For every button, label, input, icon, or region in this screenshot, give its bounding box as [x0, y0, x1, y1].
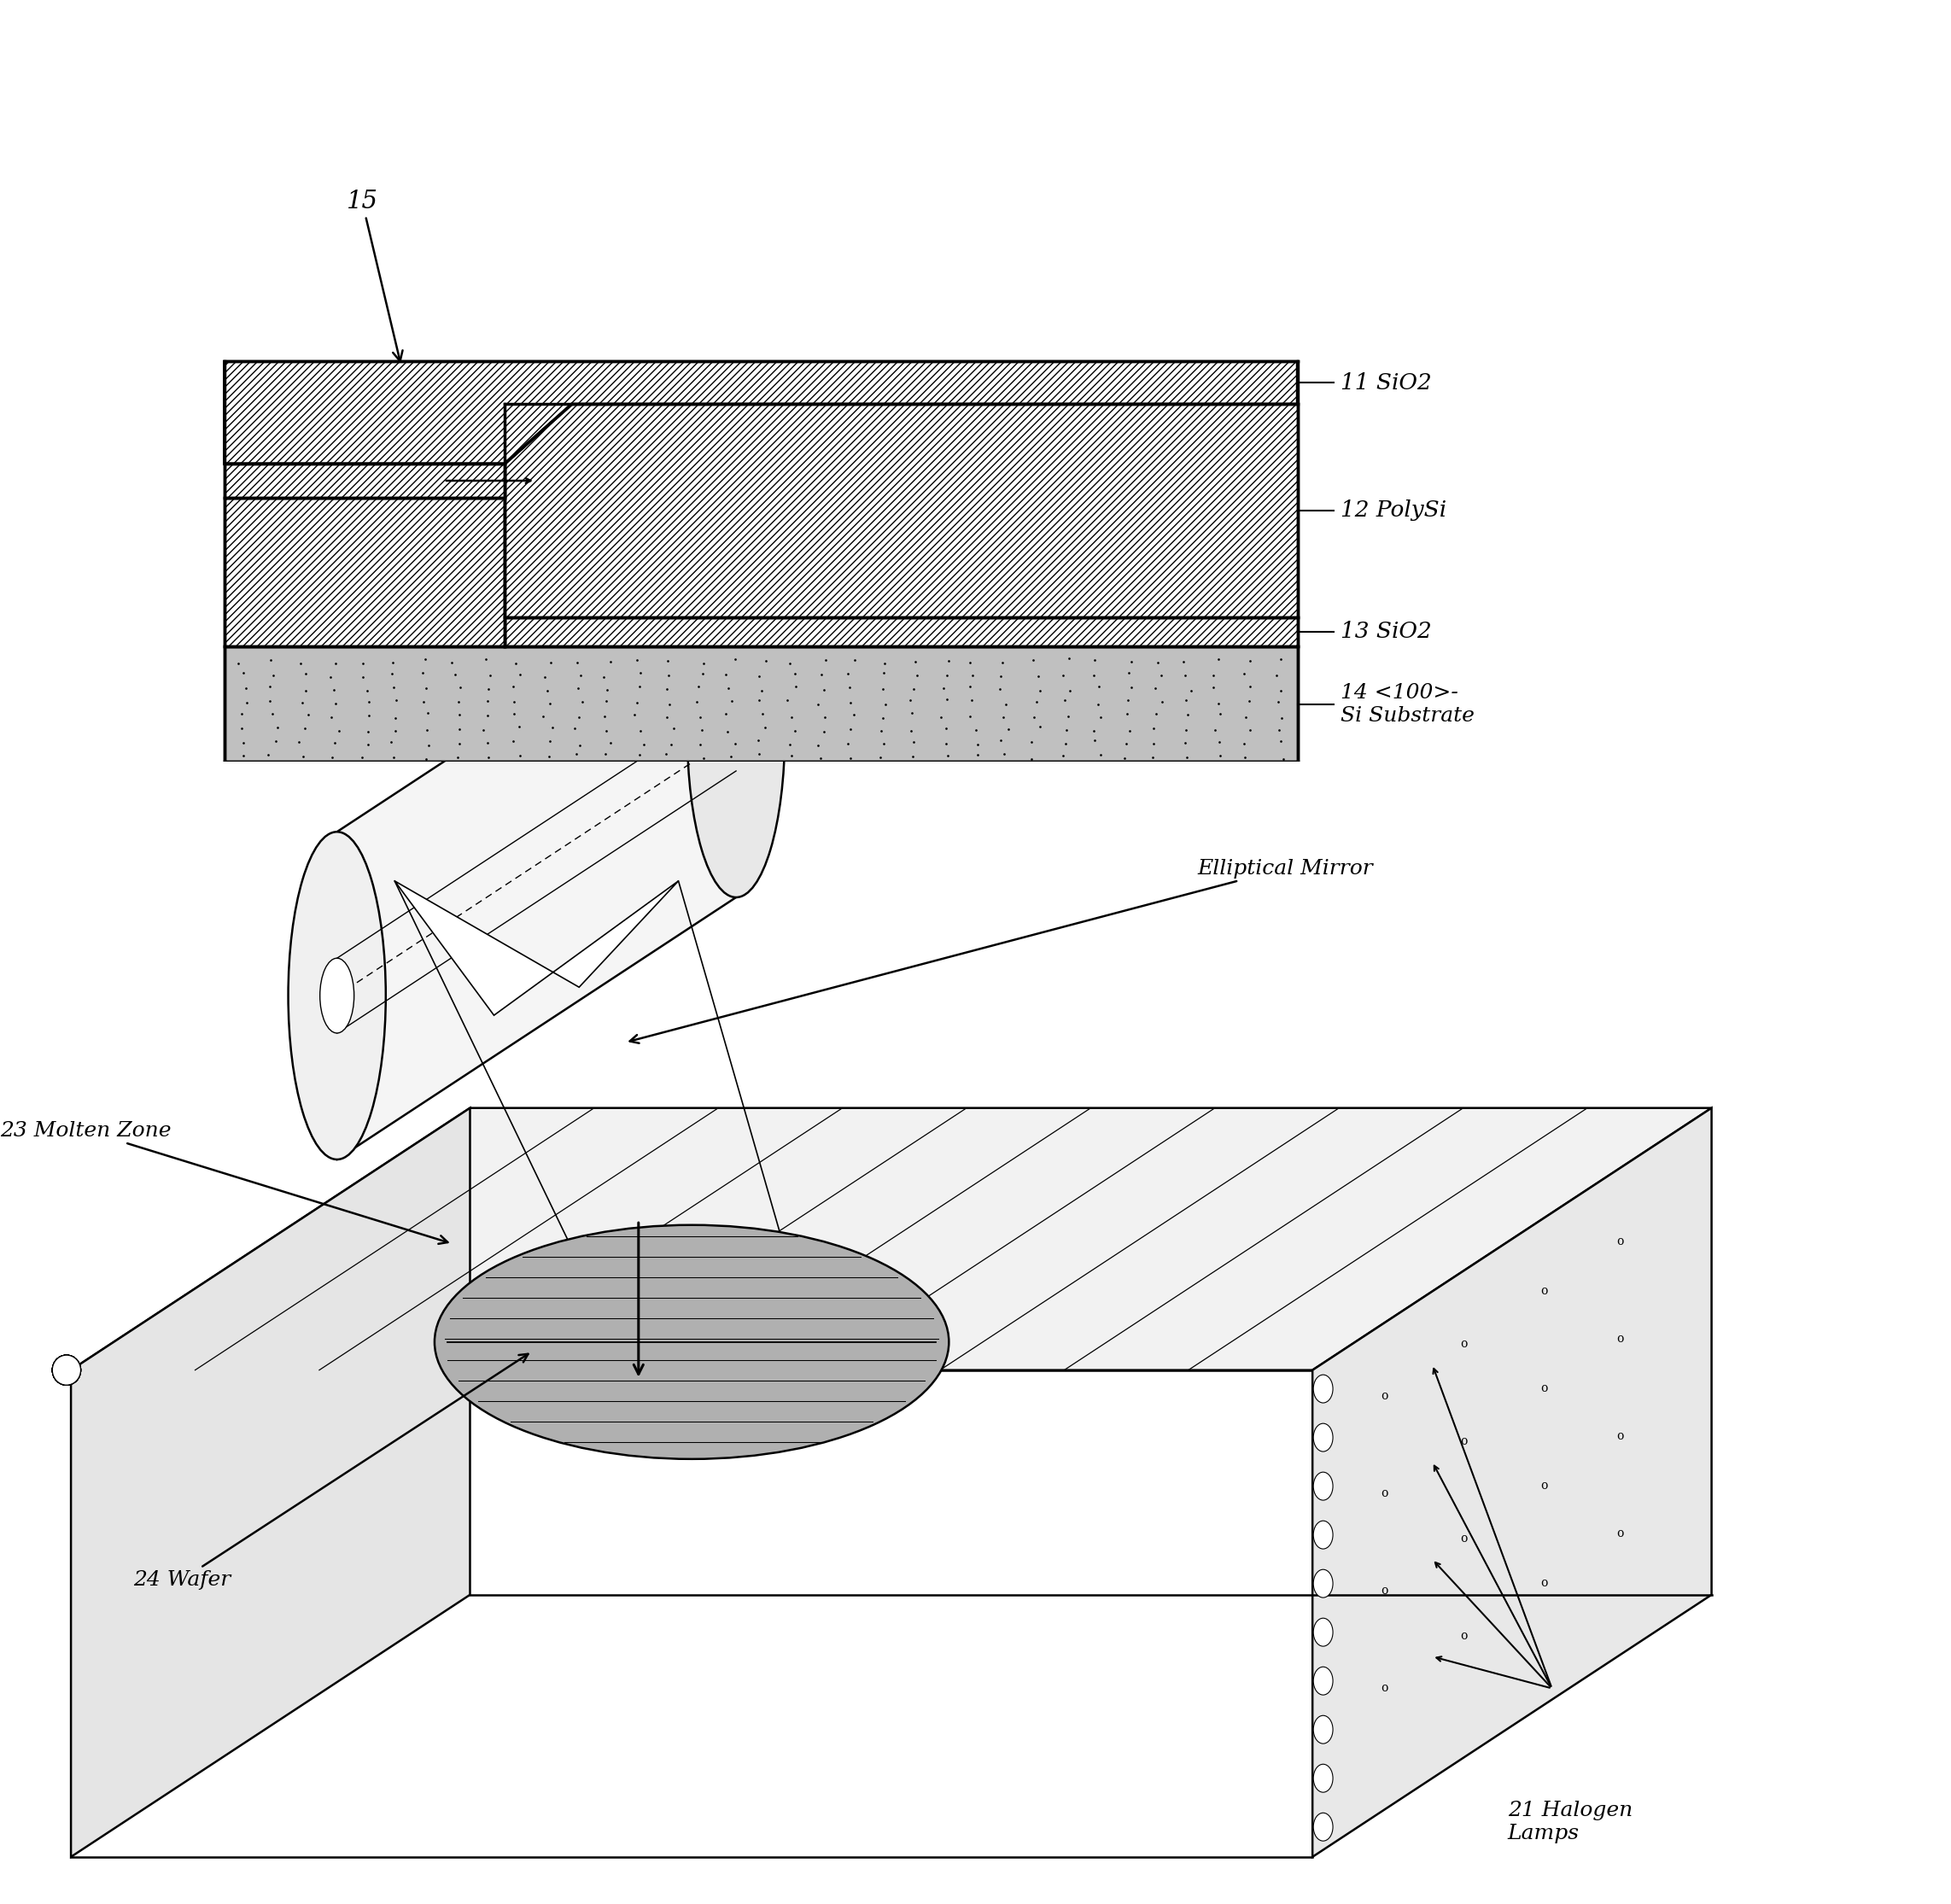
Text: 21 Halogen
Lamps: 21 Halogen Lamps: [1508, 1801, 1633, 1843]
Text: o: o: [1381, 1390, 1387, 1401]
Text: 11 SiO2: 11 SiO2: [1340, 371, 1432, 394]
Circle shape: [53, 1356, 80, 1384]
Ellipse shape: [1313, 1375, 1333, 1403]
Polygon shape: [70, 1108, 1711, 1371]
Polygon shape: [224, 497, 505, 647]
Text: 24 Wafer: 24 Wafer: [133, 1354, 529, 1590]
Text: o: o: [1541, 1577, 1547, 1590]
Text: o: o: [1461, 1533, 1467, 1544]
Polygon shape: [224, 647, 1297, 762]
Text: o: o: [1541, 1479, 1547, 1491]
Circle shape: [53, 1356, 80, 1384]
Text: o: o: [1461, 1630, 1467, 1641]
Ellipse shape: [687, 569, 784, 897]
Text: o: o: [1615, 1527, 1623, 1538]
Polygon shape: [394, 882, 679, 1015]
Ellipse shape: [1313, 1813, 1333, 1841]
Polygon shape: [1313, 1108, 1711, 1856]
Text: Elliptical Mirror: Elliptical Mirror: [630, 859, 1374, 1043]
Circle shape: [53, 1356, 80, 1384]
Text: 15: 15: [347, 190, 402, 362]
Ellipse shape: [1313, 1765, 1333, 1792]
Circle shape: [53, 1356, 80, 1384]
Text: o: o: [1615, 1236, 1623, 1247]
Ellipse shape: [435, 1224, 948, 1458]
Text: o: o: [1381, 1681, 1387, 1695]
Ellipse shape: [1313, 1618, 1333, 1647]
Ellipse shape: [1313, 1424, 1333, 1451]
Circle shape: [53, 1356, 80, 1384]
Text: o: o: [1461, 1436, 1467, 1447]
Polygon shape: [505, 404, 1297, 617]
Circle shape: [53, 1356, 80, 1384]
Circle shape: [53, 1356, 80, 1384]
Ellipse shape: [1313, 1521, 1333, 1548]
Polygon shape: [224, 465, 505, 497]
Circle shape: [53, 1356, 80, 1384]
Polygon shape: [224, 362, 1297, 465]
Ellipse shape: [1313, 1569, 1333, 1597]
Polygon shape: [70, 1371, 1313, 1856]
Text: 13 SiO2: 13 SiO2: [1340, 621, 1432, 642]
Ellipse shape: [1313, 1472, 1333, 1500]
Text: 12 PolySi: 12 PolySi: [1340, 501, 1446, 522]
Polygon shape: [70, 1108, 470, 1856]
Text: o: o: [1461, 1337, 1467, 1350]
Ellipse shape: [1313, 1716, 1333, 1744]
Polygon shape: [505, 617, 1297, 647]
Ellipse shape: [289, 832, 386, 1160]
Polygon shape: [338, 569, 736, 1160]
Text: o: o: [1541, 1382, 1547, 1394]
Text: 14 <100>-
Si Substrate: 14 <100>- Si Substrate: [1340, 684, 1475, 725]
Text: o: o: [1381, 1487, 1387, 1498]
Ellipse shape: [1313, 1666, 1333, 1695]
Text: o: o: [1381, 1584, 1387, 1597]
Circle shape: [53, 1356, 80, 1384]
Text: o: o: [1541, 1285, 1547, 1297]
Text: 23 Molten Zone: 23 Molten Zone: [0, 1121, 447, 1243]
Ellipse shape: [320, 958, 353, 1034]
Circle shape: [53, 1356, 80, 1384]
Text: o: o: [1615, 1430, 1623, 1441]
Text: o: o: [1615, 1333, 1623, 1344]
